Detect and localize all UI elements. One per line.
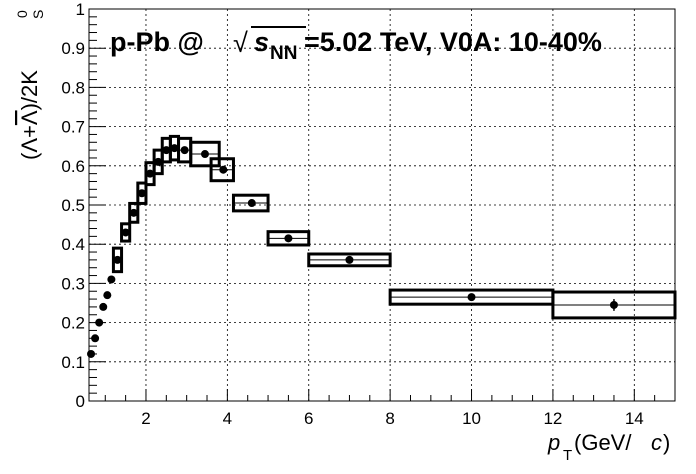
title-s: s	[254, 27, 269, 57]
x-tick-label: 12	[543, 409, 562, 428]
y-title-open: (Λ+	[17, 125, 42, 160]
x-tick-label: 14	[625, 409, 644, 428]
chart-title: p-Pb @	[110, 27, 204, 57]
data-point	[345, 255, 354, 264]
x-axis-title-p: p	[547, 430, 560, 455]
tick-labels: 2 4 6 8 10 12 14 0 0.1 0.2 0.3 0.4 0.5 0.6 0.7 0.8 0.9 1	[61, 0, 643, 428]
data-point	[121, 228, 130, 237]
y-tick-label: 0	[76, 392, 85, 411]
y-tick-label: 0.9	[61, 39, 85, 58]
data-point	[180, 146, 189, 155]
y-tick-label: 0.1	[61, 353, 85, 372]
grid-lines	[89, 9, 675, 401]
y-axis-title: (Λ+Λ)/2K 0 S	[14, 10, 46, 160]
data-point	[113, 255, 122, 264]
title-nn-subscript: NN	[270, 43, 297, 64]
data-marks	[87, 134, 677, 358]
x-tick-label: 6	[304, 409, 313, 428]
x-tick-label: 10	[462, 409, 481, 428]
axis-ticks	[89, 8, 656, 402]
data-point	[103, 291, 112, 300]
data-point	[162, 146, 171, 155]
x-axis-title-close: )	[663, 430, 670, 455]
data-point	[200, 150, 209, 159]
y-tick-label: 0.5	[61, 196, 85, 215]
data-point	[154, 157, 163, 166]
y-title-superscript: 0	[14, 10, 30, 18]
x-tick-label: 2	[141, 409, 150, 428]
x-axis-title-c: c	[651, 430, 662, 455]
data-point	[137, 189, 146, 198]
svg-text:(Λ+Λ)/2K: (Λ+Λ)/2K	[17, 70, 42, 160]
y-tick-label: 0.2	[61, 314, 85, 333]
title-suffix: =5.02 TeV, V0A: 10-40%	[304, 27, 602, 57]
y-tick-label: 0.4	[61, 235, 85, 254]
data-point	[99, 302, 108, 311]
x-axis-title-unit: (GeV/	[574, 430, 632, 455]
data-point	[219, 165, 228, 174]
y-tick-label: 0.8	[61, 78, 85, 97]
y-title-subscript: S	[30, 10, 46, 19]
y-tick-label: 0.3	[61, 274, 85, 293]
y-title-lambda-bar: Λ	[17, 110, 42, 125]
data-point	[146, 169, 155, 178]
x-axis-title-sub: T	[563, 447, 572, 464]
data-point	[129, 208, 138, 217]
data-point	[467, 293, 476, 302]
y-tick-label: 1	[76, 0, 85, 19]
data-point	[609, 300, 618, 309]
data-point	[247, 199, 256, 208]
data-point	[170, 144, 179, 153]
y-title-mid: )/2K	[17, 70, 42, 111]
y-tick-label: 0.6	[61, 157, 85, 176]
x-tick-label: 4	[223, 409, 232, 428]
y-tick-label: 0.7	[61, 118, 85, 137]
data-point	[284, 234, 293, 243]
x-tick-label: 8	[385, 409, 394, 428]
title-sqrt-sign: √	[233, 28, 248, 58]
data-point	[107, 275, 116, 284]
title-prefix: p-Pb @	[110, 27, 204, 57]
